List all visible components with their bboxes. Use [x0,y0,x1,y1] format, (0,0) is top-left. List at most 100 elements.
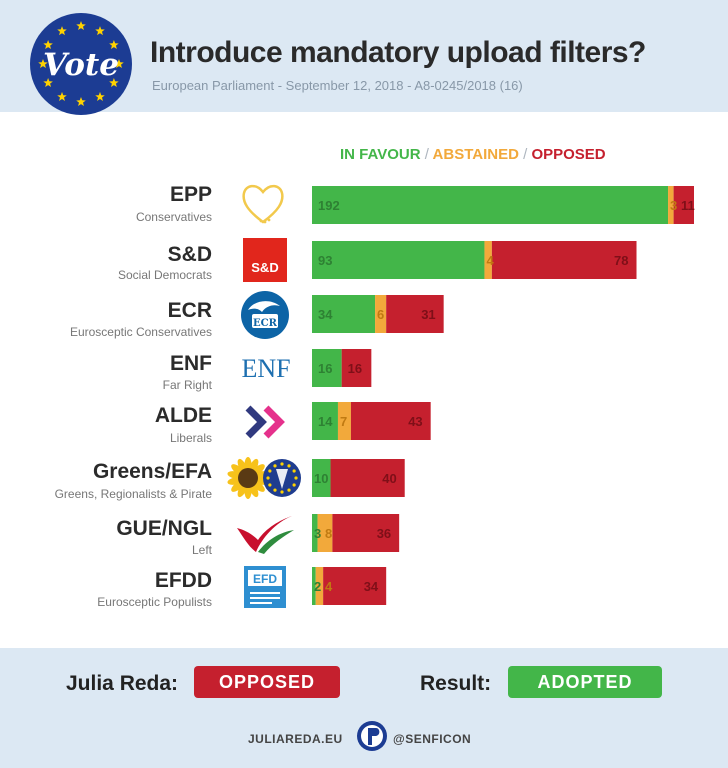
bar-segment-in-favour [312,459,331,497]
julia-vote-badge: OPPOSED [194,666,340,698]
party-name-efdd: EFDD [154,569,212,592]
chart-legend: IN FAVOUR / ABSTAINED / OPPOSED [340,146,606,163]
website-link[interactable]: JULIAREDA.EU [248,732,343,746]
bar-value-label: 11 [681,198,695,213]
party-name-alde: ALDE [154,404,212,427]
bar-value-label: 3 [314,526,321,541]
party-name-gue: GUE/NGL [116,517,212,540]
julia-reda-label: Julia Reda: [66,672,179,695]
bar-value-label: 10 [314,471,328,486]
bar-segment-in-favour [312,349,342,387]
party-name-ecr: ECR [167,299,212,322]
eu-star-icon [292,469,296,473]
bar-value-label: 40 [382,471,396,486]
eu-stars-icon [38,21,124,107]
eu-star-icon [287,488,291,492]
bar-value-label: 4 [325,579,333,594]
ecr-logo-text: ECR [253,318,278,329]
party-desc-epp: Conservatives [135,210,212,224]
gue-flag-icon [237,516,294,554]
eu-star-icon [268,483,272,487]
bar-segment-opposed [491,241,637,279]
eu-star-icon [280,462,284,466]
eu-star-icon [273,464,277,468]
bar-value-label: 16 [348,361,362,376]
bar-segment-in-favour [312,241,485,279]
eu-star-icon [268,469,272,473]
legend-separator: / [424,146,429,163]
bar-value-label: 43 [408,414,422,429]
party-desc-enf: Far Right [162,378,212,392]
eu-star-icon [280,490,284,494]
legend-in-favour: IN FAVOUR [340,146,421,163]
bar-segment-abstained [315,567,324,605]
vote-logo: Vote [30,13,132,115]
eu-star-icon [109,78,119,88]
twitter-handle[interactable]: @SENFICON [393,732,472,746]
enf-logo: ENF [241,354,290,382]
eu-star-icon [95,91,105,101]
sd-logo: S&D [243,238,287,282]
pirate-party-icon [357,721,387,751]
eu-star-icon [273,488,277,492]
bar-value-label: 4 [486,253,494,268]
page-subtitle: European Parliament - September 12, 2018… [152,78,523,93]
page-title: Introduce mandatory upload filters? [150,36,646,69]
bar-segment-abstained [337,402,351,440]
bar-value-label: 93 [318,253,332,268]
bar-segment-opposed [673,186,694,224]
party-desc-gue: Left [191,543,212,557]
party-desc-efdd: Eurosceptic Populists [97,595,212,609]
eu-star-icon [43,78,53,88]
eu-star-icon [109,40,119,50]
bar-value-label: 6 [377,307,384,322]
bar-value-label: 7 [340,414,347,429]
bar-segment-in-favour [312,295,376,333]
bar-segment-abstained [484,241,492,279]
eu-star-icon [57,91,67,101]
eu-star-icon [287,464,291,468]
eu-star-icon [76,97,86,107]
eu-star-icon [76,21,86,31]
eu-star-icon [38,59,48,69]
party-desc-greens: Greens, Regionalists & Pirate [54,487,212,501]
bar-segment-abstained [375,295,387,333]
enf-logo-text: ENF [241,354,290,382]
bar-segment-in-favour [312,567,316,605]
bar-segment-abstained [317,514,333,552]
bar-segment-in-favour [312,186,669,224]
bar-segment-opposed [350,402,431,440]
ecr-logo: ECR [241,291,289,339]
eu-star-icon [43,40,53,50]
bar-segment-opposed [323,567,387,605]
party-desc-sd: Social Democrats [117,268,212,282]
bar-value-label: 8 [325,526,332,541]
bar-value-label: 34 [364,579,379,594]
party-desc-alde: Liberals [169,431,212,445]
party-name-epp: EPP [169,183,212,206]
alde-chevrons-icon [245,405,285,439]
bar-value-label: 34 [318,307,333,322]
bar-value-label: 192 [318,198,340,213]
heart-icon [242,184,284,224]
party-name-enf: ENF [170,352,212,375]
party-name-sd: S&D [167,243,212,266]
eu-star-icon [57,26,67,36]
result-badge: ADOPTED [508,666,662,698]
bar-segment-opposed [386,295,444,333]
bar-segment-abstained [668,186,674,224]
bar-segment-opposed [330,459,405,497]
bar-segment-in-favour [312,402,338,440]
legend-separator: / [523,146,528,163]
party-name-greens: Greens/EFA [92,460,212,483]
bar-value-label: 14 [318,414,333,429]
vote-logo-text: Vote [43,47,119,83]
efdd-logo: EFD [244,566,286,608]
bar-value-label: 31 [421,307,435,322]
party-desc-ecr: Eurosceptic Conservatives [69,325,212,339]
sd-logo-text: S&D [251,260,278,275]
bar-value-label: 36 [377,526,391,541]
sunflower-icon [227,457,301,499]
result-label: Result: [420,672,492,695]
